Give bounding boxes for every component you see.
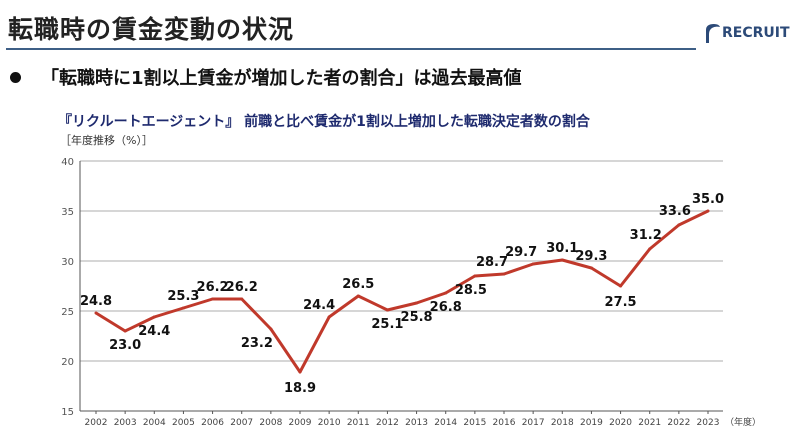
x-tick-label: 2018 (551, 418, 574, 428)
data-point (560, 258, 564, 262)
data-label: 29.7 (505, 245, 537, 260)
y-tick-label: 20 (61, 357, 74, 368)
data-point (181, 306, 185, 310)
data-point (356, 294, 360, 298)
data-label: 24.8 (80, 294, 112, 309)
y-tick-label: 15 (61, 407, 74, 418)
x-tick-label: 2008 (259, 418, 282, 428)
data-point (589, 266, 593, 270)
y-tick-label: 40 (61, 157, 74, 168)
data-label: 25.3 (167, 289, 199, 304)
data-label: 25.8 (401, 310, 433, 325)
data-point (211, 297, 215, 301)
data-point (502, 272, 506, 276)
data-point (269, 327, 273, 331)
recruit-logo-icon (706, 24, 720, 43)
x-tick-label: 2013 (405, 418, 428, 428)
data-point (94, 311, 98, 315)
x-tick-label: 2002 (85, 418, 108, 428)
data-point (677, 223, 681, 227)
x-tick-label: 2007 (230, 418, 253, 428)
data-label: 35.0 (692, 192, 724, 207)
data-point (152, 315, 156, 319)
data-point (123, 329, 127, 333)
data-label: 26.2 (197, 280, 229, 295)
x-tick-label: 2021 (638, 418, 661, 428)
headline-bullet: 「転職時に1割以上賃金が増加した者の割合」は過去最高値 (10, 64, 522, 90)
x-tick-label: 2005 (172, 418, 195, 428)
data-label: 25.1 (371, 317, 403, 332)
x-tick-label: 2017 (522, 418, 545, 428)
data-label: 26.2 (226, 280, 258, 295)
data-label: 29.3 (575, 249, 607, 264)
series-line (95, 209, 709, 374)
data-point (327, 315, 331, 319)
data-point (385, 308, 389, 312)
data-point (648, 247, 652, 251)
bullet-dot (10, 71, 21, 83)
chart-subtitle: ［年度推移（%）］ (60, 134, 153, 147)
recruit-logo: RECRUIT (703, 22, 790, 44)
data-label: 18.9 (284, 381, 316, 396)
x-tick-label: 2003 (114, 418, 137, 428)
data-label: 28.7 (476, 255, 508, 270)
x-tick-label: 2004 (143, 418, 166, 428)
page-title: 転職時の賃金変動の状況 (8, 15, 295, 44)
x-tick-label: 2009 (289, 418, 312, 428)
data-label: 27.5 (605, 295, 637, 310)
data-point (706, 209, 710, 213)
data-label: 24.4 (303, 298, 335, 313)
y-tick-label: 25 (61, 307, 74, 318)
y-tick-label: 30 (61, 257, 74, 268)
x-tick-label: 2016 (493, 418, 516, 428)
data-label: 28.5 (455, 283, 487, 298)
logo-text: RECRUIT (722, 25, 790, 41)
data-label: 26.8 (430, 300, 462, 315)
data-label: 31.2 (630, 228, 662, 243)
y-tick-label: 35 (61, 207, 74, 218)
x-tick-label: 2022 (667, 418, 690, 428)
chart-title: 『リクルートエージェント』 前職と比べ賃金が1割以上増加した転職決定者数の割合 (58, 114, 590, 130)
data-label: 33.6 (659, 204, 691, 219)
x-tick-label: 2019 (580, 418, 603, 428)
x-axis-unit: （年度） (725, 416, 761, 428)
data-point (531, 262, 535, 266)
data-label: 24.4 (138, 324, 170, 339)
data-label: 26.5 (342, 277, 374, 292)
data-point (473, 274, 477, 278)
data-point (240, 297, 244, 301)
data-point (298, 370, 302, 374)
x-tick-label: 2011 (347, 418, 370, 428)
x-tick-label: 2015 (463, 418, 486, 428)
headline-text: 「転職時に1割以上賃金が増加した者の割合」は過去最高値 (41, 68, 522, 89)
data-label: 30.1 (546, 241, 578, 256)
x-tick-label: 2006 (201, 418, 224, 428)
data-point (619, 284, 623, 288)
data-point (415, 301, 419, 305)
x-tick-label: 2010 (318, 418, 341, 428)
x-tick-label: 2020 (609, 418, 632, 428)
data-label: 23.0 (109, 338, 141, 353)
title-divider (6, 48, 696, 50)
x-tick-label: 2012 (376, 418, 399, 428)
data-label: 23.2 (241, 336, 273, 351)
x-tick-label: 2014 (434, 418, 457, 428)
x-tick-label: 2023 (697, 418, 720, 428)
data-point (444, 291, 448, 295)
